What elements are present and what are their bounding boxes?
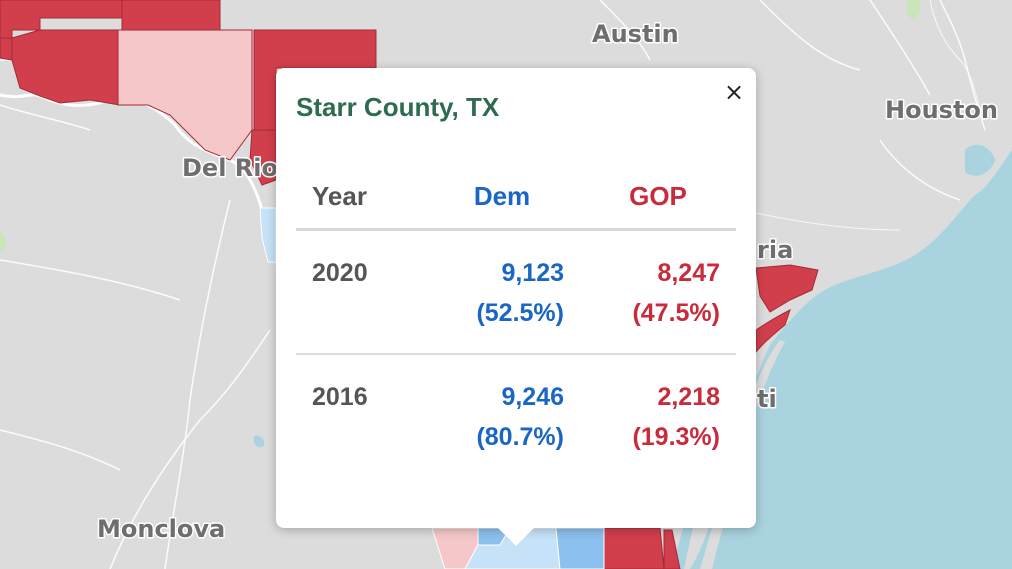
year-cell: 2020: [296, 229, 424, 355]
column-header-dem: Dem: [424, 164, 580, 231]
results-table: Year Dem GOP 2020 9,123 (52.5%) 8,247 (4…: [296, 164, 736, 477]
gulf-water: [690, 150, 1012, 569]
city-label-corpus-christi-partial: ti: [757, 385, 777, 413]
table-row: 2016 9,246 (80.7%) 2,218 (19.3%): [296, 354, 736, 477]
city-label-houston: Houston: [885, 96, 998, 124]
dem-result-cell: 9,123 (52.5%): [424, 229, 580, 355]
dem-votes: 9,246: [501, 383, 564, 411]
column-header-year: Year: [296, 164, 424, 231]
city-label-monclova: Monclova: [97, 515, 225, 543]
gop-result-cell: 8,247 (47.5%): [580, 229, 736, 355]
county-fills-south: [259, 207, 605, 569]
table-row: 2020 9,123 (52.5%) 8,247 (47.5%): [296, 229, 736, 355]
gop-percent: (19.3%): [632, 423, 720, 451]
table-header-row: Year Dem GOP: [296, 164, 736, 231]
county-results-popup: × Starr County, TX Year Dem GOP 2020 9,1…: [276, 68, 756, 546]
close-button[interactable]: ×: [723, 78, 745, 106]
city-label-del-rio: Del Rio: [182, 154, 278, 182]
column-header-gop: GOP: [580, 164, 736, 231]
popup-pointer: [498, 528, 534, 546]
county-boundaries: [0, 0, 986, 569]
gop-votes: 8,247: [657, 259, 720, 287]
park-area: [0, 232, 7, 250]
city-label-austin: Austin: [592, 20, 679, 48]
dem-result-cell: 9,246 (80.7%): [424, 354, 580, 477]
city-label-victoria-partial: ria: [757, 236, 793, 264]
year-cell: 2016: [312, 383, 368, 411]
gop-votes: 2,218: [657, 383, 720, 411]
park-area: [906, 0, 921, 20]
dem-percent: (80.7%): [476, 423, 564, 451]
dem-votes: 9,123: [501, 259, 564, 287]
popup-title: Starr County, TX: [296, 92, 500, 122]
gop-result-cell: 2,218 (19.3%): [580, 354, 736, 477]
lake: [253, 435, 265, 448]
gop-percent: (47.5%): [632, 299, 720, 327]
dem-percent: (52.5%): [476, 299, 564, 327]
county-fills-coast: [603, 264, 819, 569]
galveston-bay: [965, 144, 995, 176]
